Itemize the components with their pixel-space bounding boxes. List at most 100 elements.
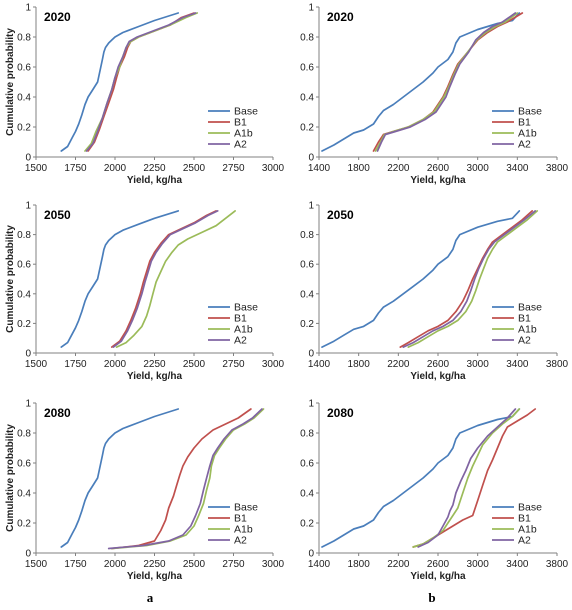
series-line-base [60,408,180,548]
y-tick-label: 0.4 [17,489,31,500]
x-tick-label: 2250 [143,559,166,570]
y-tick-label: 0.2 [17,319,31,330]
y-tick-label: 0.8 [300,33,314,44]
y-tick-label: 0.2 [17,123,31,134]
y-tick-label: 1 [308,201,314,212]
x-tick-label: 2750 [222,559,245,570]
x-tick-label: 2500 [183,559,206,570]
x-tick-label: 2600 [427,163,450,174]
legend-entry-b1: B1 [234,513,247,525]
panel-title: 2020 [44,10,71,24]
legend-entry-base: Base [234,302,258,314]
series-line-a2 [417,408,517,548]
panel-title: 2050 [44,208,71,222]
series-line-base [321,210,521,348]
y-axis-label: Cumulative probability [5,225,16,333]
x-tick-label: 1500 [25,359,48,370]
x-tick-label: 2200 [387,359,410,370]
legend-entry-base: Base [234,502,258,514]
x-tick-label: 1800 [348,559,371,570]
series-line-b1 [399,210,534,348]
series-line-a1b [115,210,236,348]
legend-entry-b1: B1 [518,117,531,129]
series-line-b1 [110,408,252,550]
x-tick-label: 3000 [262,559,285,570]
y-tick-label: 0.4 [300,93,314,104]
legend-entry-a1b: A1b [234,324,253,336]
x-tick-label: 3400 [506,359,529,370]
x-tick-label: 1750 [64,163,87,174]
x-tick-label: 3000 [262,359,285,370]
series-line-a1b [84,12,199,152]
series-line-a2 [402,210,537,348]
x-tick-label: 1500 [25,559,48,570]
y-tick-label: 1 [25,399,31,410]
y-tick-label: 0 [25,153,31,164]
y-tick-label: 0.4 [17,289,31,300]
y-tick-label: 0.4 [300,289,314,300]
x-tick-label: 1800 [348,359,371,370]
panel-title: 2020 [327,10,354,24]
x-tick-label: 2750 [222,359,245,370]
legend-entry-a1b: A1b [518,324,537,336]
y-tick-label: 0.6 [17,63,31,74]
x-tick-label: 1750 [64,359,87,370]
legend-entry-a2: A2 [234,139,247,151]
series-line-a2 [85,12,197,152]
legend-entry-a2: A2 [234,535,247,547]
x-tick-label: 1750 [64,559,87,570]
x-tick-label: 2000 [104,359,127,370]
chart-panel-a2080: 0 0.2 0.4 0.6 0.8 1 1500 1750 2000 2250 2500 2750 30… [5,399,285,583]
panel-title: 2080 [327,406,354,420]
x-tick-label: 1400 [308,559,331,570]
panel-title: 2050 [327,208,354,222]
x-tick-label: 2750 [222,163,245,174]
legend-entry-a1b: A1b [518,524,537,536]
series-line-base [60,210,180,348]
chart-panel-b2020: 0 0.2 0.4 0.6 0.8 1 1400 1800 2200 2600 3000 3400 38… [300,3,568,187]
x-tick-label: 3800 [546,163,569,174]
legend-entry-a2: A2 [518,139,531,151]
y-tick-label: 0.6 [300,459,314,470]
x-tick-label: 2000 [104,559,127,570]
legend-entry-base: Base [518,302,542,314]
y-tick-label: 0.6 [17,459,31,470]
x-axis-label: Yield, kg/ha [127,371,183,382]
y-tick-label: 0.4 [300,489,314,500]
series-line-b1 [110,210,217,348]
x-tick-label: 3800 [546,359,569,370]
y-tick-label: 0.8 [17,230,31,241]
y-tick-label: 0 [308,153,314,164]
legend-entry-b1: B1 [518,513,531,525]
y-tick-label: 0 [25,349,31,360]
legend-entry-b1: B1 [234,117,247,129]
y-tick-label: 0.6 [17,260,31,271]
y-tick-label: 0 [25,549,31,560]
legend-entry-a1b: A1b [234,128,253,140]
y-tick-label: 0.2 [300,123,314,134]
y-tick-label: 0.8 [300,230,314,241]
x-tick-label: 1500 [25,163,48,174]
x-axis-label: Yield, kg/ha [410,371,466,382]
y-tick-label: 0.8 [300,429,314,440]
series-line-a2 [376,12,517,152]
series-line-b1 [412,408,537,548]
x-tick-label: 3400 [506,163,529,174]
x-tick-label: 3000 [467,359,490,370]
y-tick-label: 0.6 [300,260,314,271]
legend-entry-a1b: A1b [234,524,253,536]
x-tick-label: 2250 [143,359,166,370]
y-tick-label: 0.6 [300,63,314,74]
legend-entry-a2: A2 [518,335,531,347]
x-tick-label: 3000 [467,163,490,174]
x-tick-label: 1400 [308,163,331,174]
chart-panel-a2050: 0 0.2 0.4 0.6 0.8 1 1500 1750 2000 2250 2500 2750 30… [5,201,285,383]
legend-entry-a1b: A1b [518,128,537,140]
x-tick-label: 2200 [387,163,410,174]
x-axis-label: Yield, kg/ha [410,571,466,582]
legend-entry-a2: A2 [234,335,247,347]
series-line-a2 [112,210,219,348]
legend-entry-base: Base [234,106,258,118]
x-tick-label: 2000 [104,163,127,174]
x-tick-label: 2500 [183,359,206,370]
